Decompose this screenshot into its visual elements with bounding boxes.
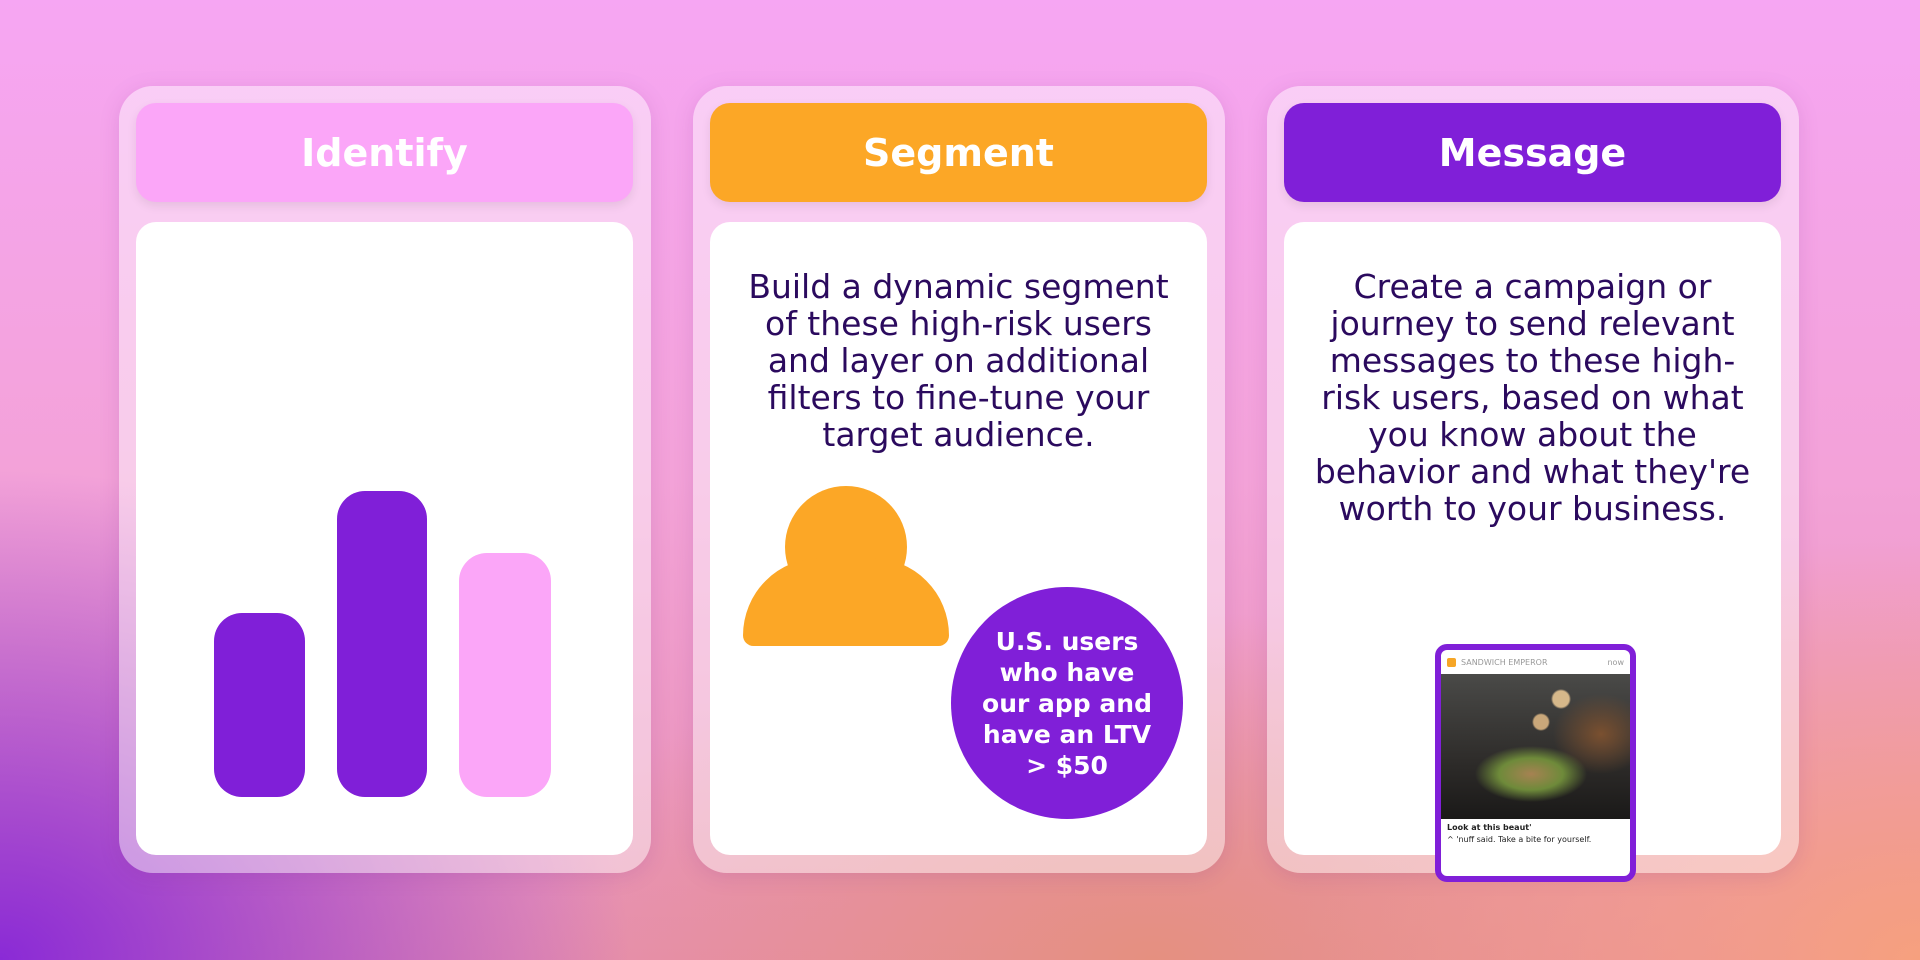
push-notification-preview: SANDWICH EMPEROR now Look at this beaut' ^… [1435,644,1636,882]
message-card: Message Create a campaign or journey to … [1267,86,1799,882]
segment-panel: Build a dynamic segment of these high-ri… [710,222,1207,855]
app-icon [1447,657,1456,667]
message-panel: Create a campaign or journey to send rel… [1284,222,1781,882]
bar-1 [214,613,305,797]
segment-header: Segment [710,103,1207,202]
message-description: Create a campaign or journey to send rel… [1314,267,1751,528]
segment-bubble: U.S. users who have our app and have an … [951,587,1183,819]
bar-2 [337,491,427,797]
sandwich-image [1441,674,1630,819]
identify-panel [136,222,633,855]
bar-3 [459,553,551,797]
notification-body: ^ 'nuff said. Take a bite for yourself. [1447,835,1592,844]
notification-title: Look at this beaut' [1447,823,1532,832]
segment-bubble-text: U.S. users who have our app and have an … [982,626,1152,780]
identify-header: Identify [136,103,633,202]
notification-time: now [1607,657,1624,667]
message-header: Message [1284,103,1781,202]
identify-card: Identify [119,86,651,873]
segment-card: Segment Build a dynamic segment of these… [693,86,1225,873]
notification-app: SANDWICH EMPEROR [1461,657,1548,667]
segment-description: Build a dynamic segment of these high-ri… [748,267,1169,454]
